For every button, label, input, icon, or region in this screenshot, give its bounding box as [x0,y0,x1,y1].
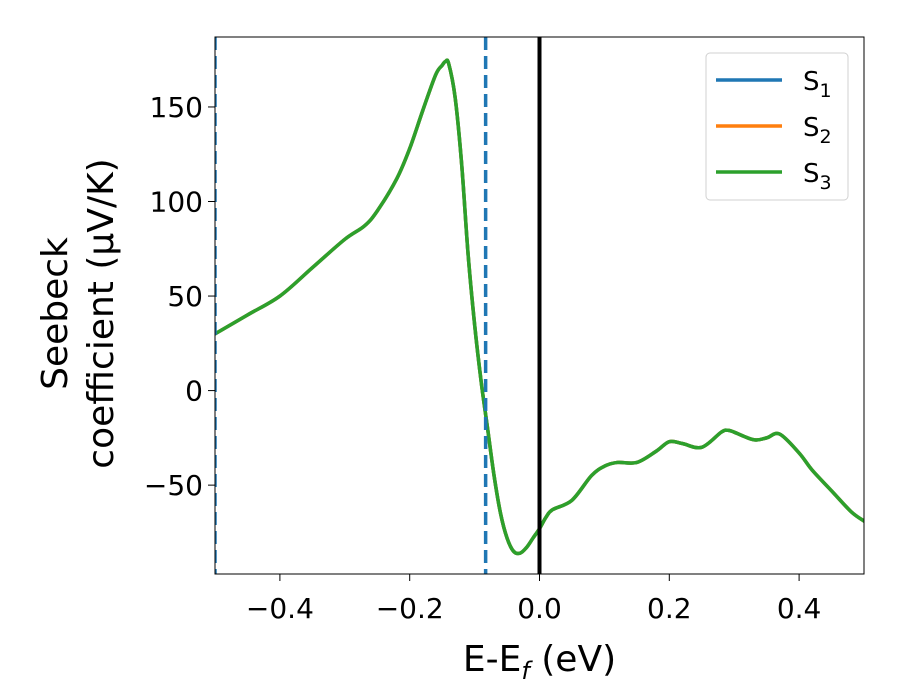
y-axis-title-line1: Seebeck [35,237,76,390]
plot-content [215,37,864,574]
x-tick-label: −0.2 [376,592,444,625]
y-tick-label: 50 [167,280,203,313]
legend-label-s2: S2 [803,113,832,148]
x-tick-label: 0.0 [517,592,562,625]
x-tick-label: 0.4 [777,592,822,625]
y-axis-title: Seebeck coefficient (μV/K) [35,158,122,468]
y-tick-label: 0 [185,375,203,408]
x-axis: −0.4 −0.2 0.0 0.2 0.4 [246,574,821,625]
y-tick-label: 150 [150,91,203,124]
y-tick-label: 100 [150,186,203,219]
x-tick-label: −0.4 [246,592,314,625]
y-tick-label: −50 [144,469,203,502]
y-axis: −50 0 50 100 150 [144,91,215,502]
series-line-s3 [215,58,864,556]
legend-label-s1: S1 [803,67,832,102]
legend-label-s3: S3 [803,159,832,194]
y-axis-title-line2: coefficient (μV/K) [81,158,122,468]
legend: S1 S2 S3 [705,52,849,201]
x-axis-title: E-Ef (eV) [463,639,616,685]
x-tick-label: 0.2 [647,592,692,625]
